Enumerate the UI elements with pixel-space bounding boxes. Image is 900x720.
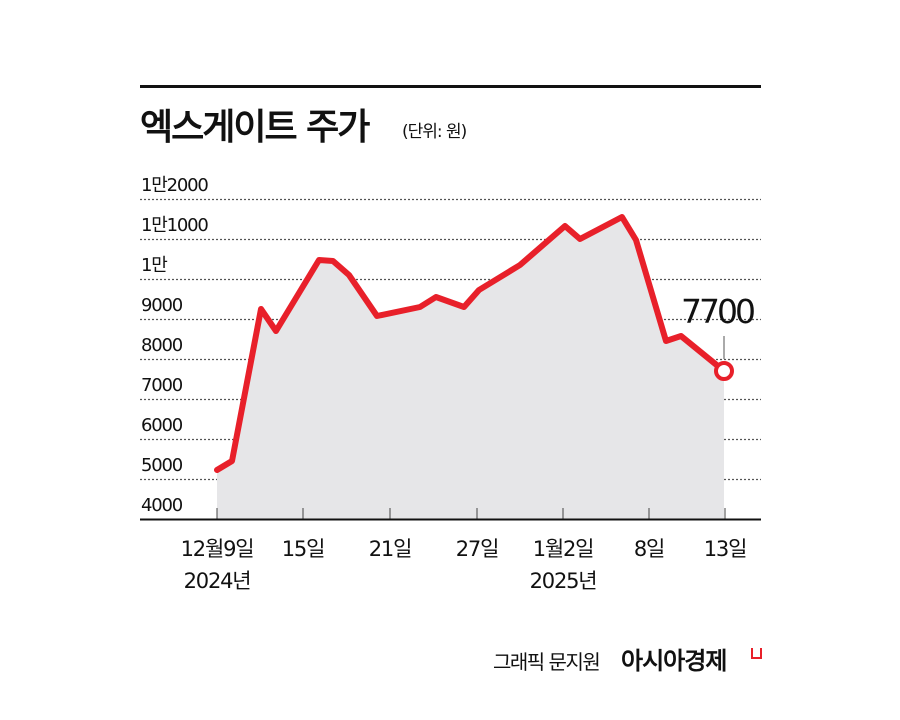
price-area bbox=[217, 217, 724, 519]
x-tick-label: 8일 bbox=[633, 537, 665, 561]
y-tick-label: 5000 bbox=[141, 455, 183, 476]
y-tick-label: 7000 bbox=[141, 375, 183, 396]
brand-logo: 아시아경제 bbox=[621, 647, 727, 675]
last-point-marker bbox=[714, 361, 734, 381]
x-tick-label: 12월9일 bbox=[180, 537, 255, 561]
y-tick-label: 1만2000 bbox=[141, 175, 209, 196]
x-tick-label: 13일 bbox=[703, 537, 748, 561]
price-line bbox=[214, 214, 727, 473]
x-tick-marks bbox=[216, 508, 726, 519]
brand-mark-icon bbox=[751, 648, 762, 659]
top-rule bbox=[140, 85, 761, 88]
y-tick-label: 9000 bbox=[141, 295, 183, 316]
x-tick-label: 21일 bbox=[368, 537, 413, 561]
x-year-label: 2024년 bbox=[183, 569, 252, 593]
x-tick-label: 1월2일 bbox=[532, 537, 595, 561]
y-tick-label: 8000 bbox=[141, 335, 183, 356]
x-year-label: 2025년 bbox=[529, 569, 598, 593]
x-tick-label: 15일 bbox=[281, 537, 326, 561]
y-tick-label: 1만 bbox=[141, 255, 168, 276]
y-tick-label: 4000 bbox=[141, 495, 183, 516]
x-tick-label: 27일 bbox=[455, 537, 500, 561]
unit-label: (단위: 원) bbox=[402, 122, 467, 142]
y-tick-label: 6000 bbox=[141, 415, 183, 436]
y-tick-label: 1만1000 bbox=[141, 215, 209, 236]
last-value-label: 7700 bbox=[681, 292, 756, 331]
chart-title: 엑스게이트 주가 bbox=[140, 107, 370, 148]
graphic-credit: 그래픽 문지원 bbox=[493, 650, 601, 674]
